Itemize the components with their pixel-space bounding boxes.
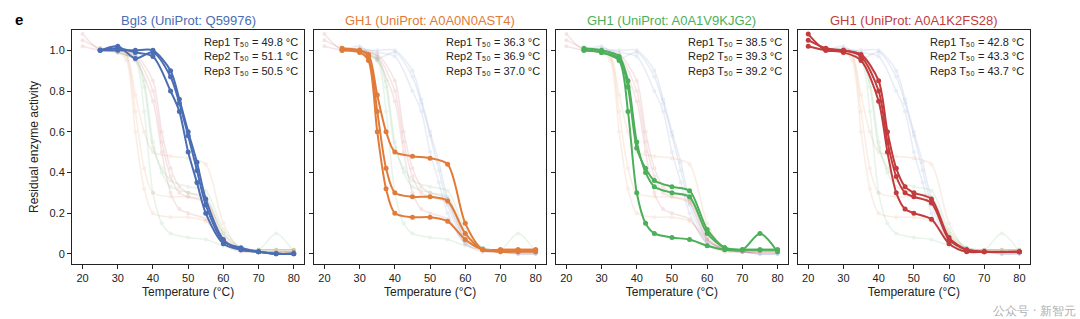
svg-text:70: 70 [494, 272, 506, 284]
svg-text:Temperature (°C): Temperature (°C) [142, 285, 234, 299]
svg-text:Temperature (°C): Temperature (°C) [868, 285, 960, 299]
svg-text:50: 50 [424, 272, 436, 284]
svg-text:30: 30 [354, 272, 366, 284]
svg-text:50: 50 [182, 272, 194, 284]
svg-text:GH1 (UniProt: A0A0N0AST4): GH1 (UniProt: A0A0N0AST4) [345, 13, 515, 28]
svg-text:50: 50 [666, 272, 678, 284]
svg-text:0.8: 0.8 [50, 85, 65, 97]
svg-text:50: 50 [908, 272, 920, 284]
svg-text:30: 30 [112, 272, 124, 284]
svg-text:40: 40 [147, 272, 159, 284]
svg-text:GH1 (UniProt: A0A1K2FS28): GH1 (UniProt: A0A1K2FS28) [830, 13, 998, 28]
svg-text:80: 80 [1013, 272, 1025, 284]
svg-text:Temperature (°C): Temperature (°C) [626, 285, 718, 299]
svg-text:70: 70 [252, 272, 264, 284]
svg-text:1.0: 1.0 [50, 44, 65, 56]
svg-text:80: 80 [288, 272, 300, 284]
svg-text:20: 20 [560, 272, 572, 284]
svg-text:80: 80 [530, 272, 542, 284]
svg-text:30: 30 [837, 272, 849, 284]
svg-text:0.4: 0.4 [50, 166, 65, 178]
svg-text:80: 80 [771, 272, 783, 284]
svg-text:Residual enzyme activity: Residual enzyme activity [27, 81, 41, 213]
svg-text:Bgl3 (UniProt: Q59976): Bgl3 (UniProt: Q59976) [121, 13, 256, 28]
svg-text:Rep1 T₅₀ = 42.8 °CRep2 T₅₀ = 4: Rep1 T₅₀ = 42.8 °CRep2 T₅₀ = 43.3 °CRep3… [930, 36, 1024, 77]
svg-text:Rep1 T₅₀ = 49.8 °CRep2 T₅₀ = 5: Rep1 T₅₀ = 49.8 °CRep2 T₅₀ = 51.1 °CRep3… [204, 36, 298, 77]
svg-text:GH1 (UniProt: A0A1V9KJG2): GH1 (UniProt: A0A1V9KJG2) [587, 13, 756, 28]
svg-text:70: 70 [736, 272, 748, 284]
svg-text:Rep1 T₅₀ = 38.5 °CRep2 T₅₀ = 3: Rep1 T₅₀ = 38.5 °CRep2 T₅₀ = 39.3 °CRep3… [688, 36, 782, 77]
svg-text:70: 70 [978, 272, 990, 284]
svg-text:60: 60 [701, 272, 713, 284]
svg-text:40: 40 [631, 272, 643, 284]
svg-text:0.2: 0.2 [50, 207, 65, 219]
svg-text:Rep1 T₅₀ = 36.3 °CRep2 T₅₀ = 3: Rep1 T₅₀ = 36.3 °CRep2 T₅₀ = 36.9 °CRep3… [446, 36, 540, 77]
svg-text:e: e [15, 11, 23, 28]
svg-text:20: 20 [802, 272, 814, 284]
svg-text:30: 30 [595, 272, 607, 284]
svg-text:60: 60 [459, 272, 471, 284]
svg-text:0: 0 [59, 248, 65, 260]
svg-text:60: 60 [217, 272, 229, 284]
svg-text:20: 20 [318, 272, 330, 284]
svg-text:60: 60 [943, 272, 955, 284]
svg-text:公众号 · 新智元: 公众号 · 新智元 [993, 304, 1076, 318]
svg-text:40: 40 [389, 272, 401, 284]
svg-text:40: 40 [873, 272, 885, 284]
svg-text:20: 20 [76, 272, 88, 284]
svg-text:Temperature (°C): Temperature (°C) [384, 285, 476, 299]
svg-text:0.6: 0.6 [50, 126, 65, 138]
